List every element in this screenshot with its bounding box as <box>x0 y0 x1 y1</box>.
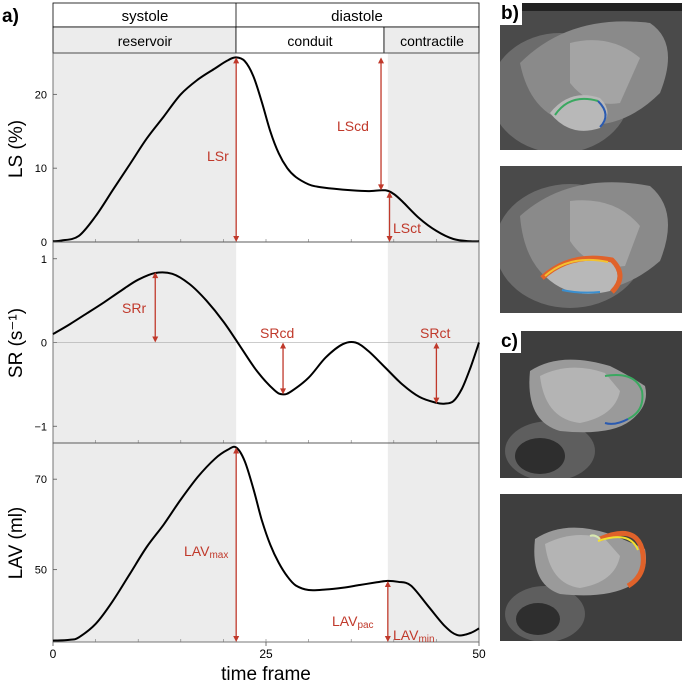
arrow-lscd <box>378 57 385 191</box>
mri-image-b1 <box>500 3 682 150</box>
xtick-label: 0 <box>50 647 57 661</box>
arrow-head-bottom <box>152 336 159 343</box>
arrow-head-bottom <box>233 636 240 642</box>
arrow-head-top <box>233 57 240 64</box>
mri-image-b2 <box>500 166 682 313</box>
arrow-lavpac <box>384 580 391 642</box>
arrow-lsr <box>233 57 240 242</box>
arrow-srr <box>152 272 159 343</box>
phase-systole: systole <box>122 8 169 25</box>
ylabel-ls: LS (%) <box>6 120 27 178</box>
shade-reservoir <box>53 53 237 642</box>
arrow-srct <box>433 342 440 404</box>
ytick-label: 0 <box>41 338 47 350</box>
phase-conduit: conduit <box>287 33 332 49</box>
arrow-lavmax <box>233 447 240 642</box>
ytick-label: 70 <box>35 474 47 486</box>
curve-0 <box>52 56 480 243</box>
panel-label-a: a) <box>2 6 19 27</box>
xtick-label: 25 <box>259 647 273 661</box>
arrow-head-bottom <box>280 388 287 395</box>
curve-2 <box>52 445 480 642</box>
phase-diastole: diastole <box>331 8 383 25</box>
phase-shading <box>53 53 479 642</box>
annot-lsr: LSr <box>207 148 229 164</box>
arrow-srcd <box>280 342 287 395</box>
xlabel: time frame <box>221 664 311 685</box>
ytick-label: 20 <box>35 89 47 101</box>
phase-contractile: contractile <box>400 33 464 49</box>
phase-reservoir: reservoir <box>118 33 173 49</box>
annot-lavmax: LAVmax <box>184 543 228 561</box>
arrow-head-top <box>384 580 391 587</box>
arrow-head-top <box>378 57 385 64</box>
annot-srct: SRct <box>420 325 450 341</box>
arrow-head-top <box>386 191 393 198</box>
arrow-head-top <box>280 342 287 349</box>
annot-srr: SRr <box>122 300 146 316</box>
arrow-head-top <box>233 447 240 454</box>
arrow-head-bottom <box>386 236 393 242</box>
arrow-head-bottom <box>378 184 385 191</box>
curve-1 <box>52 271 480 405</box>
shade-contractile <box>387 53 479 642</box>
panel-label-c: c) <box>500 331 521 353</box>
ytick-label: 1 <box>41 254 47 266</box>
plot-area: 0 10 20 −1 0 1 50 70 0 25 50 <box>34 52 486 661</box>
annot-lavpac: LAVpac <box>332 613 374 631</box>
arrow-head-bottom <box>433 397 440 404</box>
annot-lavmin: LAVmin <box>393 627 435 645</box>
annotation-arrows <box>152 57 440 642</box>
ytick-label: 50 <box>35 565 47 577</box>
annot-srcd: SRcd <box>260 325 294 341</box>
annot-lscd: LScd <box>337 118 369 134</box>
xtick-label: 50 <box>472 647 486 661</box>
phase-header: systole diastole reservoir conduit contr… <box>52 2 480 54</box>
ytick-label: 0 <box>41 237 47 249</box>
ylabel-lav: LAV (ml) <box>6 507 27 579</box>
annotations: LSr LScd LSct SRr SRcd SRct LAVmax LAVpa… <box>122 118 450 645</box>
ytick-label: −1 <box>34 421 47 433</box>
ylabel-sr: SR (s⁻¹) <box>6 308 27 378</box>
mri-image-c2 <box>500 494 682 641</box>
arrow-lsct <box>386 191 393 242</box>
arrow-head-top <box>433 342 440 349</box>
mri-image-c1 <box>500 331 682 478</box>
arrow-head-bottom <box>384 636 391 642</box>
panel-label-b: b) <box>500 3 522 25</box>
annot-lsct: LSct <box>393 220 421 236</box>
arrow-head-top <box>152 272 159 279</box>
ytick-label: 10 <box>35 163 47 175</box>
arrow-head-bottom <box>233 236 240 242</box>
